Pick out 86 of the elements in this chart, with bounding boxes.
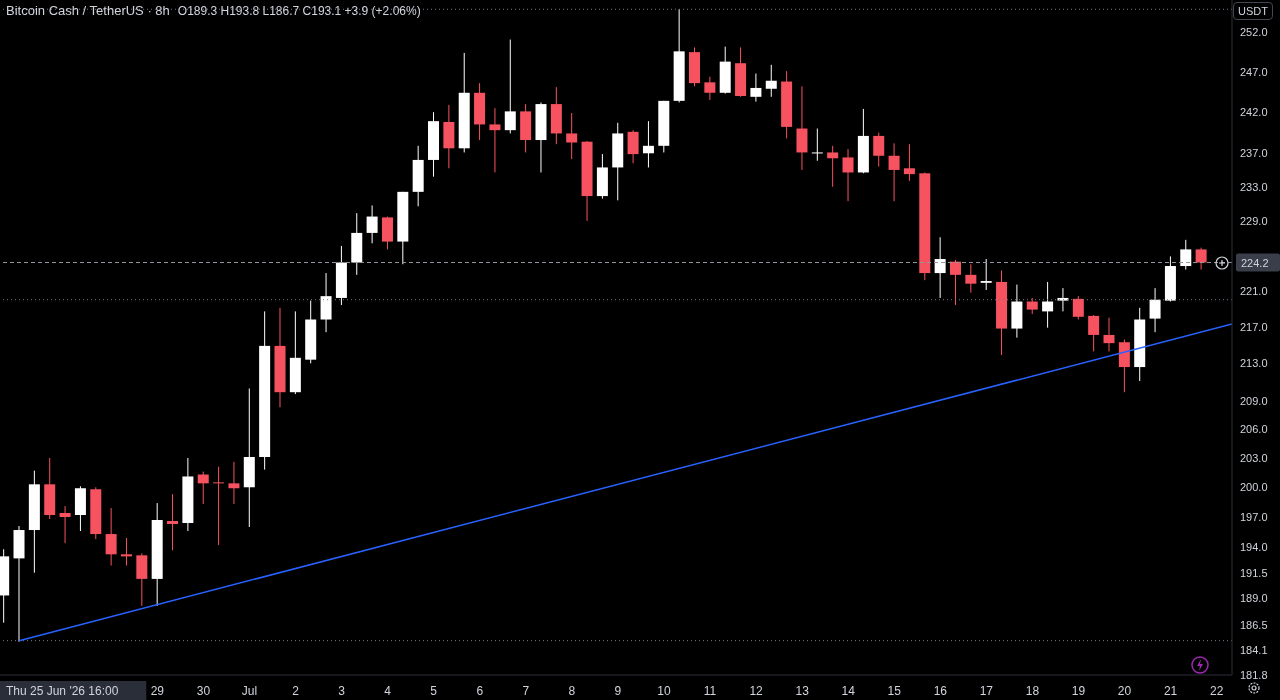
y-tick-label: 186.5 [1240, 618, 1268, 631]
text: USDT [1233, 2, 1273, 20]
x-tick-label: 29 [150, 684, 165, 698]
y-tick-label: 221.0 [1240, 284, 1268, 297]
x-tick-label: 19 [1071, 684, 1086, 698]
candlestick [642, 120, 654, 168]
x-tick-label: 6 [476, 684, 484, 698]
chart-title: Bitcoin Cash / TetherUS · 8h [6, 3, 170, 18]
candlestick [1103, 317, 1115, 352]
candlestick [1057, 287, 1069, 312]
x-tick-label: 10 [657, 684, 671, 698]
y-tick-label: 217.0 [1240, 320, 1268, 333]
candlestick [827, 145, 839, 188]
y-tick-label: 233.0 [1240, 180, 1268, 193]
candlestick [1149, 287, 1161, 333]
x-tick-label: 3 [338, 684, 346, 698]
y-tick-label: 191.5 [1240, 566, 1268, 579]
x-tick-label: 4 [384, 684, 392, 698]
candlestick [1180, 239, 1192, 271]
candlestick [228, 461, 240, 505]
candlestick [566, 112, 578, 160]
y-tick-label: 247.0 [1240, 65, 1268, 78]
x-tick-label: 20 [1117, 684, 1132, 698]
candlestick [366, 204, 378, 244]
candlestick [1088, 314, 1100, 352]
y-tick-label: 229.0 [1240, 214, 1268, 227]
x-tick-label: 14 [841, 684, 856, 698]
x-tick-label: 18 [1025, 684, 1040, 698]
y-tick-label: 197.0 [1240, 510, 1268, 523]
x-tick-label: 13 [795, 684, 810, 698]
candlestick [811, 128, 823, 162]
candlestick [59, 505, 71, 544]
candlestick [903, 143, 915, 182]
candlestick [167, 493, 179, 551]
x-tick-label: 7 [522, 684, 530, 698]
candlestick [320, 272, 332, 333]
x-tick-label: 16 [933, 684, 948, 698]
y-tick-label: 209.0 [1240, 394, 1268, 407]
ref-line-label: 224.2 [1241, 256, 1269, 269]
y-tick-label: 194.0 [1240, 541, 1268, 554]
y-tick-label: 203.0 [1240, 451, 1268, 464]
y-tick-label: 237.0 [1240, 147, 1268, 160]
x-tick-label: 17 [979, 684, 994, 698]
y-tick-label: 189.0 [1240, 592, 1268, 605]
candlestick [1072, 295, 1084, 321]
candlestick [136, 552, 148, 607]
x-tick-label: 12 [749, 684, 764, 698]
x-tick-label: 9 [614, 684, 622, 698]
candlestick [197, 471, 209, 505]
y-tick-label: 181.8 [1240, 668, 1268, 681]
candlestick [873, 132, 885, 168]
candlestick [120, 537, 132, 567]
candlestick [965, 263, 977, 294]
x-tick-label: Thu 25 Jun '26 16:00 [6, 684, 119, 698]
x-tick-label: 11 [703, 684, 717, 698]
x-tick-label: 30 [196, 684, 211, 698]
y-tick-label: 252.0 [1240, 26, 1268, 39]
x-tick-label: 22 [1209, 684, 1224, 698]
x-tick-label: 5 [430, 684, 438, 698]
candlestick [796, 85, 808, 171]
candlestick [704, 76, 716, 101]
candlestick [1195, 247, 1207, 271]
x-tick-label: 8 [568, 684, 576, 698]
candlestick [504, 39, 516, 134]
y-tick-label: 184.1 [1240, 644, 1268, 657]
candlestick [980, 258, 992, 291]
x-tick-label: 2 [292, 684, 300, 698]
candlestick [105, 507, 117, 567]
candlestick [888, 142, 900, 202]
candlestick [750, 73, 762, 103]
y-tick-label: 242.0 [1240, 106, 1268, 119]
y-tick-label: 200.0 [1240, 481, 1268, 494]
candlestick [842, 148, 854, 202]
candlestick [1042, 281, 1054, 329]
x-tick-label: 15 [887, 684, 902, 698]
candlestick [489, 107, 501, 173]
candlestick [213, 466, 225, 546]
candlestick [765, 64, 777, 98]
y-tick-label: 213.0 [1240, 357, 1268, 370]
x-tick-label: 21 [1163, 684, 1178, 698]
candlestick [934, 236, 946, 299]
candlestick [627, 129, 639, 164]
x-tick-label: Jul [241, 684, 258, 698]
candlestick [949, 259, 961, 306]
y-tick-label: 206.0 [1240, 423, 1268, 436]
annotation: O189.3 H193.8 L186.7 C193.1 +3.9 (+2.06%) [177, 4, 421, 18]
